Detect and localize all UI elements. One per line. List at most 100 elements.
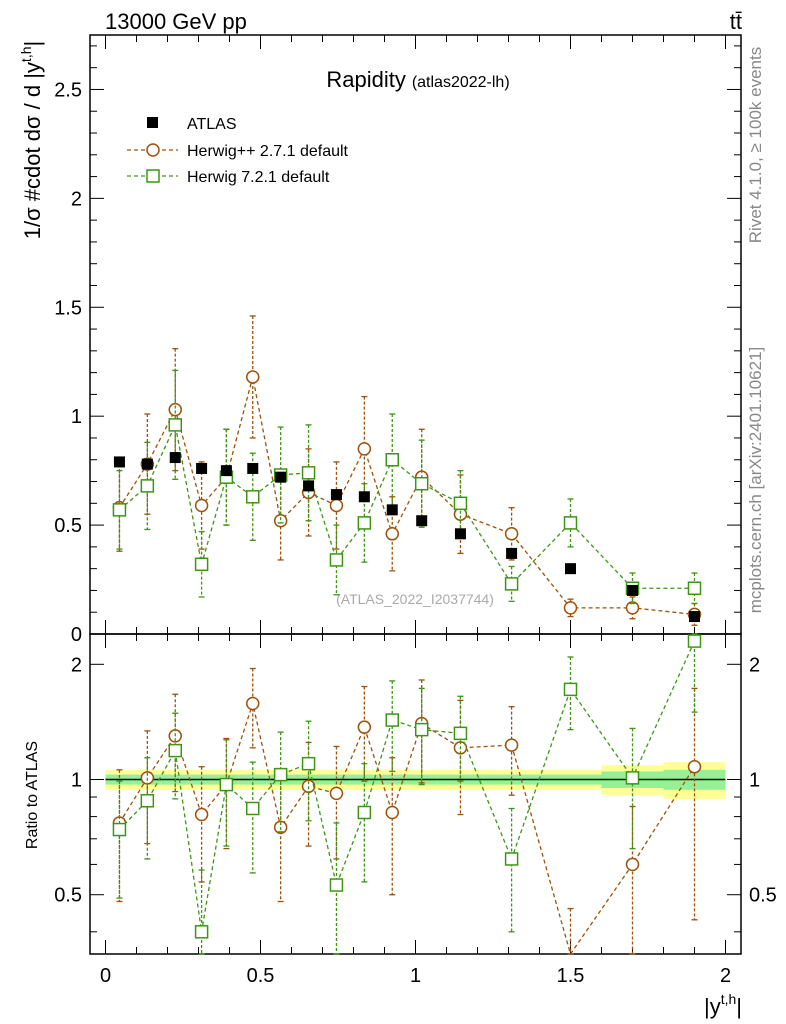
- x-tick-label: 0: [100, 965, 111, 987]
- main-point-atlas: [386, 504, 398, 516]
- main-point-herwig-7-2-1-default: [329, 553, 344, 567]
- main-point-herwig-7-2-1-default: [385, 452, 399, 467]
- x-axis-label: |yt,h|: [704, 991, 742, 1019]
- ratio-point-herwig-7-2-1-default: [385, 713, 399, 727]
- ratio-point-herwig-2-7-1-default: [687, 759, 702, 774]
- main-point-atlas: [247, 462, 259, 474]
- main-point-atlas: [454, 528, 466, 540]
- main-point-herwig-7-2-1-default: [246, 490, 260, 504]
- x-tick-label: 1: [410, 965, 421, 987]
- ratio-point-herwig-2-7-1-default: [246, 696, 260, 711]
- ratio-point-herwig-2-7-1-default: [504, 738, 519, 752]
- main-point-atlas: [506, 547, 518, 559]
- main-point-atlas: [196, 462, 208, 474]
- main-point-atlas: [113, 456, 125, 468]
- main-line-herwig-2-7-1-default: [118, 376, 695, 616]
- ratio-point-herwig-2-7-1-default: [194, 807, 209, 822]
- main-point-herwig-2-7-1-default: [563, 601, 578, 615]
- legend-herwig7-marker: [146, 169, 160, 183]
- ratio-point-herwig-7-2-1-default: [357, 805, 372, 820]
- main-point-herwig-7-2-1-default: [687, 581, 702, 596]
- ratio-point-herwig-2-7-1-default: [385, 805, 399, 820]
- ratio-tick-label: 0.5: [54, 885, 82, 907]
- ratio-line-herwig-2-7-1-default: [118, 701, 696, 956]
- ratio-point-herwig-7-2-1-default: [504, 852, 519, 866]
- ratio-line-herwig-7-2-1-default: [118, 640, 696, 932]
- main-point-herwig-2-7-1-default: [329, 498, 344, 513]
- main-point-herwig-2-7-1-default: [194, 498, 209, 513]
- main-point-atlas: [416, 515, 428, 527]
- ratio-point-herwig-2-7-1-default: [357, 720, 372, 734]
- main-series-atlas: [113, 452, 700, 623]
- main-point-atlas: [565, 563, 576, 575]
- ratio-point-herwig-2-7-1-default: [625, 857, 640, 872]
- ratio-point-herwig-7-2-1-default: [194, 925, 209, 939]
- x-tick-label: 1.5: [557, 965, 585, 987]
- ratio-tick-label: 1: [71, 770, 82, 792]
- y-tick-label: 0: [71, 624, 82, 646]
- ratio-tick-label: 2: [71, 654, 82, 676]
- x-tick-label: 0.5: [247, 965, 275, 987]
- analysis-watermark: (ATLAS_2022_I2037744): [336, 591, 494, 607]
- main-line-herwig-7-2-1-default: [119, 422, 695, 589]
- ratio-point-herwig-7-2-1-default: [168, 743, 182, 758]
- main-point-atlas: [141, 458, 153, 470]
- y-tick-label: 0.5: [54, 515, 82, 537]
- main-point-herwig-7-2-1-default: [414, 476, 429, 491]
- main-point-herwig-2-7-1-default: [357, 442, 372, 456]
- ratio-point-herwig-7-2-1-default: [563, 682, 578, 697]
- legend-herwigpp-marker: [146, 143, 160, 157]
- main-point-herwig-2-7-1-default: [273, 513, 288, 528]
- ratio-axis-label: Ratio to ATLAS: [24, 741, 41, 849]
- y-tick-label: 1.5: [54, 297, 82, 319]
- main-point-herwig-7-2-1-default: [112, 503, 127, 517]
- ratio-tick-label-right: 0.5: [749, 885, 777, 907]
- main-point-herwig-7-2-1-default: [504, 577, 519, 591]
- legend-herwigpp-label: Herwig++ 2.7.1 default: [187, 143, 349, 160]
- process-label: tt̄: [730, 9, 742, 34]
- ratio-point-herwig-7-2-1-default: [273, 767, 288, 782]
- ratio-point-herwig-2-7-1-default: [329, 786, 344, 801]
- ratio-tick-label-right: 1: [749, 770, 760, 792]
- main-point-herwig-7-2-1-default: [563, 516, 578, 530]
- mcplots-label: mcplots.cern.ch [arXiv:2401.10621]: [746, 347, 765, 613]
- main-point-atlas: [275, 471, 287, 483]
- main-point-herwig-7-2-1-default: [194, 557, 209, 572]
- main-point-herwig-2-7-1-default: [246, 370, 260, 384]
- ratio-series-herwig-7-2-1-default: [112, 633, 702, 955]
- ratio-point-herwig-7-2-1-default: [687, 634, 702, 648]
- main-point-atlas: [689, 611, 700, 623]
- y-tick-label: 2: [71, 188, 82, 210]
- main-point-herwig-2-7-1-default: [385, 527, 399, 541]
- y-axis-label: 1/σ #cdot dσ / d |yt,h|: [18, 41, 45, 239]
- main-point-herwig-7-2-1-default: [453, 496, 468, 511]
- legend-atlas-label: ATLAS: [187, 116, 237, 133]
- chart-title: Rapidity (atlas2022-lh): [326, 67, 509, 92]
- main-point-herwig-7-2-1-default: [357, 516, 372, 530]
- main-point-herwig-7-2-1-default: [301, 466, 316, 480]
- main-point-atlas: [303, 480, 315, 492]
- ratio-point-herwig-7-2-1-default: [453, 726, 468, 741]
- main-point-herwig-7-2-1-default: [168, 418, 182, 432]
- ratio-point-herwig-7-2-1-default: [246, 801, 260, 816]
- axis-ticks: 0 0.5 1 1.5 2 0 0.5 1 1.5 2 2.5 0.5 0.5 1 1 2 2: [54, 35, 777, 987]
- x-tick-label: 2: [720, 965, 731, 987]
- main-point-atlas: [220, 465, 232, 477]
- ratio-point-herwig-7-2-1-default: [140, 794, 155, 808]
- legend: ATLAS Herwig++ 2.7.1 default Herwig 7.2.…: [127, 116, 349, 186]
- ratio-point-herwig-7-2-1-default: [625, 771, 640, 785]
- main-point-atlas: [627, 584, 638, 596]
- main-point-atlas: [169, 452, 181, 464]
- legend-atlas-marker: [147, 117, 158, 128]
- ratio-point-herwig-7-2-1-default: [414, 722, 429, 737]
- ratio-point-herwig-7-2-1-default: [112, 822, 127, 837]
- ratio-tick-label-right: 2: [749, 654, 760, 676]
- y-tick-label: 2.5: [54, 79, 82, 101]
- energy-label: 13000 GeV pp: [105, 9, 247, 34]
- y-tick-label: 1: [71, 406, 82, 428]
- main-point-herwig-2-7-1-default: [504, 527, 519, 541]
- main-point-herwig-2-7-1-default: [625, 601, 640, 615]
- data-marks: [112, 315, 702, 956]
- main-point-atlas: [358, 491, 370, 503]
